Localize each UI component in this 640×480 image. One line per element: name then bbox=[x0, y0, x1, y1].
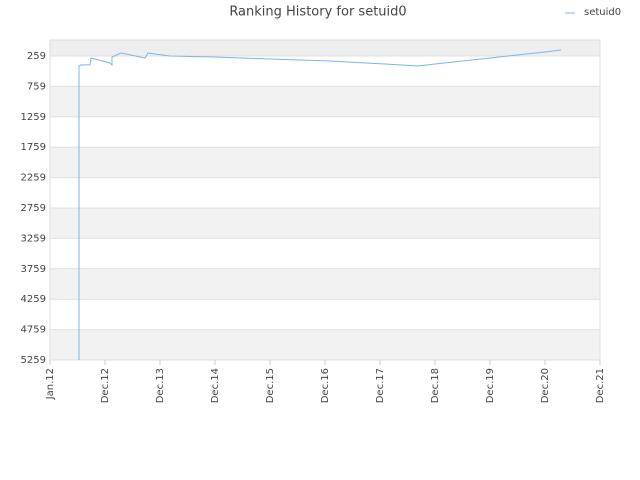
plot-band bbox=[50, 207, 600, 239]
y-tick-label: 759 bbox=[27, 81, 46, 92]
x-tick-label: Dec.14 bbox=[210, 368, 221, 403]
x-tick-label: Dec.17 bbox=[375, 368, 386, 403]
x-tick-label: Dec.12 bbox=[100, 368, 111, 403]
y-tick-label: 4759 bbox=[21, 325, 46, 336]
x-tick-label: Dec.20 bbox=[540, 368, 551, 403]
x-tick-label: Dec.16 bbox=[320, 368, 331, 403]
y-tick-label: 1259 bbox=[21, 112, 46, 123]
plot-band bbox=[50, 147, 600, 178]
x-tick-label: Dec.21 bbox=[595, 368, 606, 403]
y-tick-label: 2259 bbox=[21, 173, 46, 184]
y-tick-label: 2759 bbox=[21, 203, 46, 214]
data-line bbox=[78, 49, 562, 360]
x-tick-label: Dec.13 bbox=[155, 368, 166, 403]
x-tick-label: Jan.12 bbox=[45, 368, 56, 400]
plot-band bbox=[50, 329, 600, 360]
y-tick-label: 3759 bbox=[21, 264, 46, 275]
y-tick-label: 1759 bbox=[21, 142, 46, 153]
plot-band bbox=[50, 268, 600, 300]
plot-band bbox=[50, 86, 600, 117]
y-tick-label: 259 bbox=[27, 51, 46, 62]
chart-title: Ranking History for setuid0 bbox=[229, 5, 406, 20]
y-tick-label: 4259 bbox=[21, 294, 46, 305]
x-tick-label: Dec.15 bbox=[265, 368, 276, 403]
y-tick-label: 3259 bbox=[21, 233, 46, 244]
plot-band bbox=[50, 40, 600, 56]
x-tick-label: Dec.18 bbox=[430, 368, 441, 403]
y-tick-label: 5259 bbox=[21, 355, 46, 366]
x-tick-label: Dec.19 bbox=[485, 368, 496, 403]
legend-label: setuid0 bbox=[584, 7, 621, 18]
